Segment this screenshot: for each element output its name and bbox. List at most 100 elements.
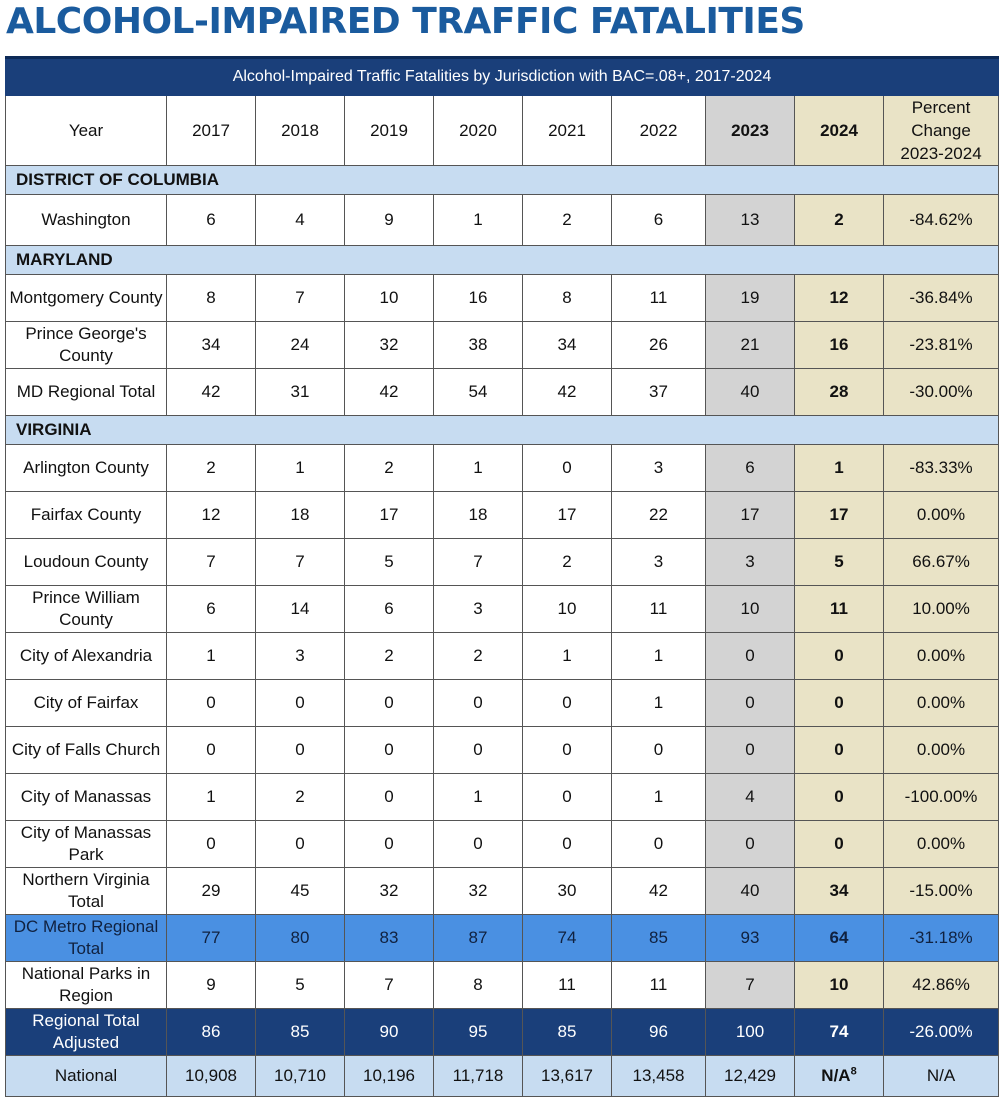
table-caption: Alcohol-Impaired Traffic Fatalities by J… — [4, 56, 1000, 96]
value-cell: 0 — [344, 773, 434, 821]
section-heading: MARYLAND — [4, 245, 1000, 275]
value-cell: 0 — [433, 820, 523, 868]
value-cell: 3 — [611, 538, 706, 586]
value-2024-text: 0 — [834, 740, 844, 759]
value-cell: 87 — [433, 914, 523, 962]
value-2024-cell: 34 — [794, 867, 884, 915]
value-cell: 0 — [522, 820, 612, 868]
value-2023-cell: 0 — [705, 726, 795, 774]
percent-change-cell: 0.00% — [882, 632, 1000, 680]
jurisdiction-name: City of Fairfax — [5, 679, 167, 727]
section-heading: VIRGINIA — [4, 415, 1000, 445]
jurisdiction-name: National — [5, 1055, 167, 1097]
table-row: Montgomery County 8 7 10 16 8 11 19 12 -36.84% — [5, 274, 1000, 322]
value-2024-text: 11 — [830, 599, 848, 618]
jurisdiction-name: City of Manassas Park — [5, 820, 167, 868]
value-cell: 85 — [522, 1008, 612, 1056]
value-cell: 0 — [611, 820, 706, 868]
value-2024-cell: 0 — [794, 726, 884, 774]
value-2023-cell: 0 — [705, 679, 795, 727]
percent-change-cell: -23.81% — [882, 321, 1000, 369]
value-2024-text: 74 — [829, 1022, 849, 1041]
value-cell: 34 — [522, 321, 612, 369]
value-2024-cell: 17 — [794, 491, 884, 539]
table-row: City of Alexandria 1 3 2 2 1 1 0 0 0.00% — [5, 632, 1000, 680]
value-cell: 1 — [166, 773, 256, 821]
year-2021-header: 2021 — [522, 95, 612, 166]
section-row: DISTRICT OF COLUMBIA — [4, 165, 1000, 195]
regional-total-adjusted-row: Regional Total Adjusted 86 85 90 95 85 96 100 74… — [5, 1008, 1000, 1056]
value-cell: 1 — [611, 679, 706, 727]
value-cell: 7 — [255, 274, 345, 322]
value-2024-text: 5 — [834, 552, 844, 571]
value-2023-cell: 4 — [705, 773, 795, 821]
value-2024-cell: 0 — [794, 773, 884, 821]
value-cell: 85 — [255, 1008, 345, 1056]
value-cell: 0 — [433, 726, 523, 774]
value-cell: 85 — [611, 914, 706, 962]
year-2017-header: 2017 — [166, 95, 256, 166]
table-row: MD Regional Total 42 31 42 54 42 37 40 28 -30.00% — [5, 368, 1000, 416]
value-2023-cell: 19 — [705, 274, 795, 322]
percent-change-cell: 10.00% — [882, 585, 1000, 633]
value-2023-cell: 13 — [705, 194, 795, 246]
year-2024-header: 2024 — [794, 95, 884, 166]
jurisdiction-name: City of Manassas — [5, 773, 167, 821]
value-2023-cell: 6 — [705, 444, 795, 492]
value-cell: 31 — [255, 368, 345, 416]
value-2024-text: 34 — [829, 881, 849, 900]
value-cell: 0 — [255, 679, 345, 727]
percent-change-cell: -36.84% — [882, 274, 1000, 322]
value-cell: 8 — [166, 274, 256, 322]
value-2023-cell: 21 — [705, 321, 795, 369]
percent-change-cell: -84.62% — [882, 194, 1000, 246]
jurisdiction-name: Washington — [5, 194, 167, 246]
value-cell: 1 — [166, 632, 256, 680]
value-2024-cell: 1 — [794, 444, 884, 492]
percent-change-cell: 66.67% — [882, 538, 1000, 586]
value-cell: 0 — [611, 726, 706, 774]
value-cell: 5 — [344, 538, 434, 586]
value-cell: 14 — [255, 585, 345, 633]
value-cell: 18 — [433, 491, 523, 539]
value-2023-cell: 17 — [705, 491, 795, 539]
value-cell: 0 — [166, 820, 256, 868]
footnote-marker: 8 — [850, 1065, 857, 1078]
jurisdiction-name: City of Falls Church — [5, 726, 167, 774]
page-title: ALCOHOL-IMPAIRED TRAFFIC FATALITIES — [6, 1, 805, 42]
percent-change-cell: -30.00% — [882, 368, 1000, 416]
table-row: City of Fairfax 0 0 0 0 0 1 0 0 0.00% — [5, 679, 1000, 727]
percent-change-cell: 42.86% — [882, 961, 1000, 1009]
value-cell: 2 — [522, 538, 612, 586]
value-cell: 1 — [611, 632, 706, 680]
value-cell: 0 — [255, 726, 345, 774]
table-row: Washington 6 4 9 1 2 6 13 2 -84.62% — [5, 194, 1000, 246]
value-cell: 3 — [433, 585, 523, 633]
dc-metro-total-row: DC Metro Regional Total 77 80 83 87 74 85 93 64 -… — [5, 914, 1000, 962]
value-2024-cell: 16 — [794, 321, 884, 369]
table-row: City of Falls Church 0 0 0 0 0 0 0 0 0.00% — [5, 726, 1000, 774]
value-cell: 3 — [611, 444, 706, 492]
value-cell: 29 — [166, 867, 256, 915]
value-cell: 10 — [344, 274, 434, 322]
value-cell: 6 — [166, 585, 256, 633]
jurisdiction-name: Prince George's County — [5, 321, 167, 369]
year-2022-header: 2022 — [611, 95, 706, 166]
value-cell: 42 — [522, 368, 612, 416]
percent-change-header-line3: 2023-2024 — [900, 144, 982, 163]
value-cell: 12 — [166, 491, 256, 539]
percent-change-cell: 0.00% — [882, 491, 1000, 539]
value-2024-text: 0 — [834, 693, 844, 712]
value-2024-text: 0 — [834, 834, 844, 853]
jurisdiction-name: MD Regional Total — [5, 368, 167, 416]
value-2023-cell: 40 — [705, 867, 795, 915]
percent-change-cell: -15.00% — [882, 867, 1000, 915]
value-cell: 0 — [522, 679, 612, 727]
section-row: VIRGINIA — [4, 415, 1000, 445]
table-row: Northern Virginia Total 29 45 32 32 30 42 40 34-… — [5, 867, 1000, 915]
year-2020-header: 2020 — [433, 95, 523, 166]
value-cell: 13,617 — [522, 1055, 612, 1097]
value-cell: 30 — [522, 867, 612, 915]
value-2024-text: 28 — [829, 382, 849, 401]
table-row: Fairfax County 12 18 17 18 17 22 17 17 0.00% — [5, 491, 1000, 539]
